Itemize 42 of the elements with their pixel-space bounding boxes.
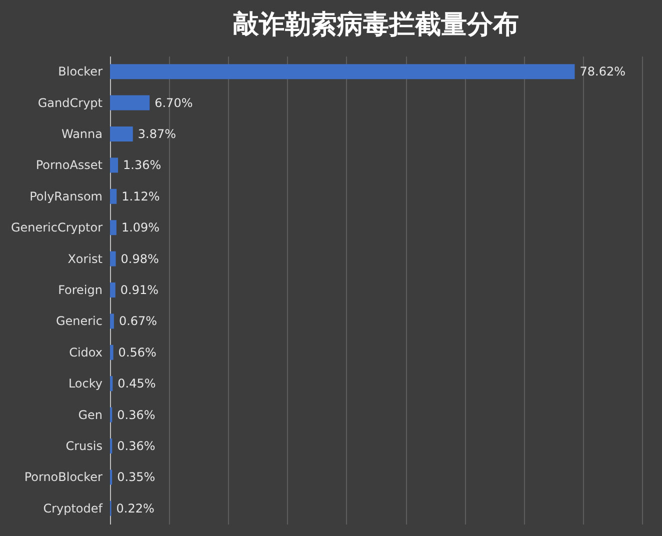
data-label: 0.67% xyxy=(118,314,158,328)
data-label: 0.36% xyxy=(117,408,156,422)
y-tick-label: Locky xyxy=(68,376,102,391)
y-tick-label: PornoAsset xyxy=(36,158,103,172)
y-tick-label: Foreign xyxy=(58,283,102,297)
data-label: 0.91% xyxy=(120,283,159,297)
chart-title: 敲诈勒索病毒拦截量分布 xyxy=(233,10,519,40)
data-label: 0.98% xyxy=(120,252,159,266)
data-label: 6.70% xyxy=(154,96,193,110)
data-label: 0.22% xyxy=(116,501,154,516)
data-label: 1.09% xyxy=(121,220,160,235)
data-label: 0.56% xyxy=(118,345,156,360)
data-label: 0.45% xyxy=(118,376,156,391)
bar xyxy=(110,282,116,298)
data-label: 0.35% xyxy=(117,470,156,484)
data-label: 1.36% xyxy=(123,158,162,172)
y-tick-label: Gen xyxy=(78,408,102,422)
y-tick-label: PornoBlocker xyxy=(24,470,103,484)
y-tick-label: Xorist xyxy=(68,252,103,266)
bar xyxy=(110,220,116,236)
y-tick-label: Wanna xyxy=(61,127,102,141)
data-label: 0.36% xyxy=(117,439,156,453)
bar xyxy=(110,376,113,392)
y-tick-label: GenericCryptor xyxy=(10,220,103,235)
y-tick-label: Cidox xyxy=(69,345,102,360)
y-tick-label: Generic xyxy=(56,314,102,328)
bar xyxy=(110,126,133,142)
bar xyxy=(110,95,150,110)
y-tick-label: Blocker xyxy=(58,64,103,79)
y-tick-label: Cryptodef xyxy=(43,501,104,516)
bar xyxy=(110,251,116,266)
data-label: 1.12% xyxy=(122,189,160,204)
bar xyxy=(110,314,114,329)
bar xyxy=(110,344,114,360)
y-tick-label: GandCrypt xyxy=(38,96,103,110)
y-tick-label: Crusis xyxy=(66,439,102,453)
bar xyxy=(110,64,575,80)
bar xyxy=(110,188,117,204)
bar xyxy=(110,158,118,173)
data-label: 3.87% xyxy=(138,127,176,141)
y-tick-label: PolyRansom xyxy=(30,189,102,204)
data-label: 78.62% xyxy=(580,64,626,79)
